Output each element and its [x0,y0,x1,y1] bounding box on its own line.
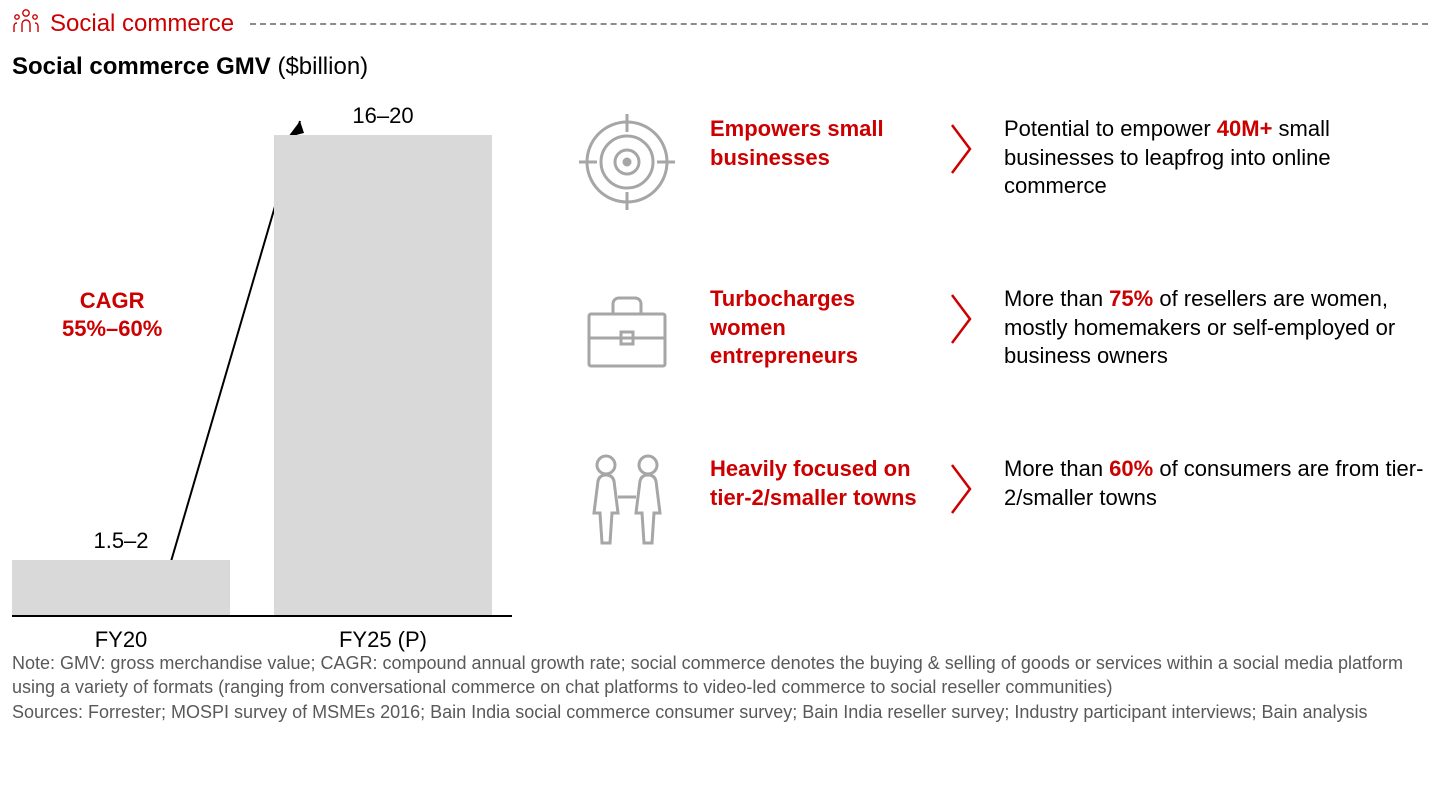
info-body-pre: Potential to empower [1004,116,1217,141]
info-body: Potential to empower 40M+ small business… [1004,107,1428,201]
info-body-pre: More than [1004,286,1109,311]
cagr-label: CAGR55%–60% [62,287,162,342]
chart-bar [12,560,230,615]
footnote: Note: GMV: gross merchandise value; CAGR… [12,651,1428,724]
footnote-sources: Sources: Forrester; MOSPI survey of MSME… [12,700,1428,724]
chevron-right-icon [948,459,976,519]
bar-value-label: 16–20 [274,103,492,129]
info-body-emphasis: 75% [1109,286,1153,311]
info-panel: Empowers small businesses Potential to e… [532,87,1428,647]
info-row: Turbocharges women entrepreneurs More th… [572,277,1428,387]
chart-baseline [12,615,512,617]
bar-value-label: 1.5–2 [12,528,230,554]
briefcase-icon [572,277,682,387]
info-heading: Heavily focused on tier-2/smaller towns [710,447,920,512]
chart-title: Social commerce GMV ($billion) [12,53,1428,81]
info-heading: Empowers small businesses [710,107,920,172]
info-body-pre: More than [1004,456,1109,481]
people-pair-icon [572,447,682,557]
bar-chart: CAGR55%–60% 1.5–2FY2016–20FY25 (P) [12,87,532,647]
chart-title-main: Social commerce GMV [12,53,271,80]
chart-title-unit: ($billion) [271,53,368,80]
chart-bar [274,135,492,615]
target-icon [572,107,682,217]
info-row: Empowers small businesses Potential to e… [572,107,1428,217]
section-header: Social commerce [12,8,1428,39]
bar-category-label: FY20 [12,627,230,653]
info-body: More than 75% of resellers are women, mo… [1004,277,1428,371]
info-body-emphasis: 60% [1109,456,1153,481]
info-heading: Turbocharges women entrepreneurs [710,277,920,371]
people-icon [12,8,40,39]
footnote-note: Note: GMV: gross merchandise value; CAGR… [12,651,1428,700]
chevron-right-icon [948,289,976,349]
section-title: Social commerce [50,10,234,38]
chevron-right-icon [948,119,976,179]
info-body: More than 60% of consumers are from tier… [1004,447,1428,512]
bar-category-label: FY25 (P) [274,627,492,653]
info-row: Heavily focused on tier-2/smaller towns … [572,447,1428,557]
header-divider [250,23,1428,25]
info-body-emphasis: 40M+ [1217,116,1273,141]
